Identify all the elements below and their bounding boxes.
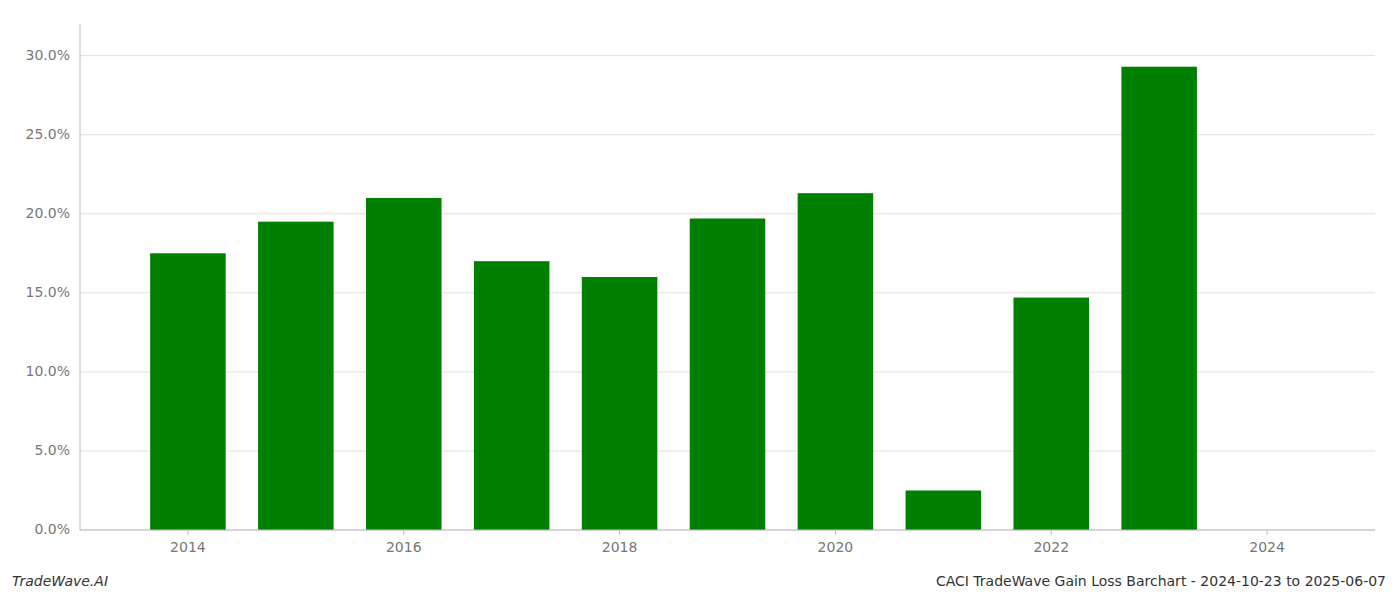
bar xyxy=(366,198,442,530)
x-tick-label: 2024 xyxy=(1249,539,1285,555)
y-tick-label: 5.0% xyxy=(34,442,70,458)
chart: 0.0% 5.0% 10.0% 15.0% 20.0% 25.0% 30.0% 2014 201… xyxy=(0,0,1400,600)
bar xyxy=(798,193,874,530)
y-tick-label: 30.0% xyxy=(26,47,70,63)
y-tick-label: 10.0% xyxy=(26,363,70,379)
x-tick-label: 2018 xyxy=(602,539,638,555)
y-tick-label: 0.0% xyxy=(34,521,70,537)
bar xyxy=(150,253,226,530)
grid-line xyxy=(80,530,1375,531)
x-tick xyxy=(1051,530,1052,535)
bar xyxy=(582,277,658,530)
bar xyxy=(690,218,766,530)
x-tick-label: 2022 xyxy=(1033,539,1069,555)
y-grid xyxy=(80,56,1375,530)
x-tick xyxy=(619,530,620,535)
y-tick-label: 20.0% xyxy=(26,205,70,221)
bar xyxy=(906,490,982,530)
y-tick-label: 25.0% xyxy=(26,126,70,142)
bar xyxy=(1121,67,1197,530)
x-tick xyxy=(835,530,836,535)
x-tick xyxy=(1267,530,1268,535)
title: CACI TradeWave Gain Loss Barchart - 2024… xyxy=(936,573,1386,589)
bar xyxy=(1013,298,1089,530)
bar xyxy=(474,261,550,530)
watermark: TradeWave.AI xyxy=(12,573,108,589)
y-axis-line xyxy=(80,24,81,530)
y-tick-label: 15.0% xyxy=(26,284,70,300)
bars xyxy=(150,67,1197,530)
x-tick-label: 2014 xyxy=(170,539,206,555)
x-tick-label: 2016 xyxy=(386,539,422,555)
x-tick-label: 2020 xyxy=(818,539,854,555)
x-tick xyxy=(403,530,404,535)
grid-line xyxy=(80,55,1375,56)
x-axis-line xyxy=(80,530,1375,531)
bar xyxy=(258,222,334,530)
x-tick xyxy=(187,530,188,535)
